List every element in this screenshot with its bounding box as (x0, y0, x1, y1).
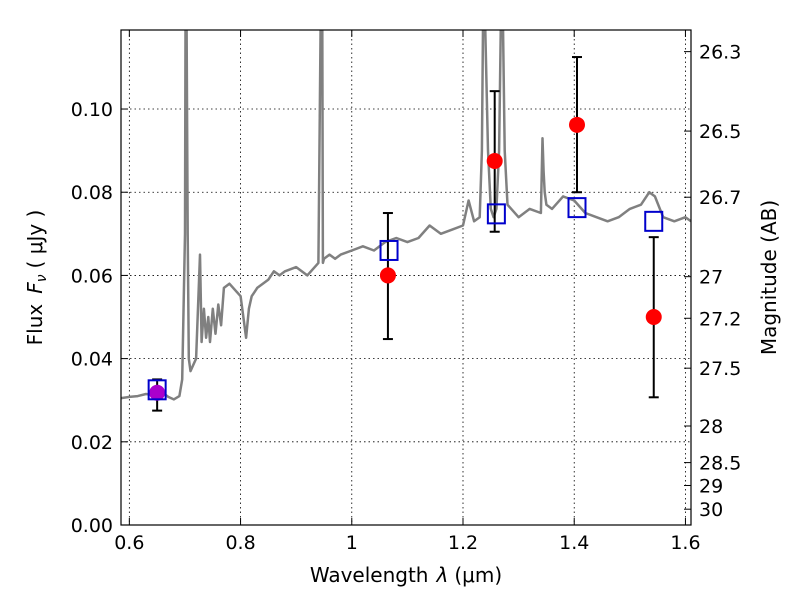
y2-tick-label: 28.5 (699, 453, 741, 475)
y-axis-label: FluxFν( μJy ) (23, 210, 50, 346)
y2-tick-label: 26.7 (699, 187, 741, 209)
grid (121, 30, 691, 525)
x-tick-label: 1.2 (448, 532, 478, 554)
data-point-observed (645, 309, 662, 326)
x-tick-label: 1 (346, 532, 358, 554)
data-point-observed (379, 267, 396, 284)
plot-area (121, 30, 691, 412)
model-photometry-square (379, 239, 399, 261)
y2-axis-label: Magnitude (AB) (757, 200, 781, 355)
plot-clipped (121, 30, 691, 412)
x-tick-label: 1.6 (670, 532, 700, 554)
model-photometry-square (567, 197, 587, 219)
x-tick-label: 0.6 (114, 532, 144, 554)
model-spectrum-line (121, 30, 691, 401)
ticks: 0.6 0.8 1 1.2 1.4 1.6 0.00 0.02 0.04 0.06 0.08 0.10… (71, 30, 741, 554)
y2-tick-label: 29 (699, 475, 723, 497)
y2-tick-label: 26.3 (699, 42, 741, 64)
model-photometry-square (644, 210, 664, 232)
data-point-observed (149, 384, 166, 401)
y2-tick-label: 26.5 (699, 121, 741, 143)
y-tick-label: 0.04 (71, 349, 113, 371)
y-tick-label: 0.08 (71, 182, 113, 204)
y2-tick-label: 30 (699, 499, 723, 521)
x-tick-label: 1.4 (559, 532, 589, 554)
y2-tick-label: 27.5 (699, 358, 741, 380)
x-axis-label: Wavelength λ (μm) (310, 563, 502, 587)
y2-tick-label: 27.2 (699, 308, 741, 330)
y2-tick-label: 27 (699, 267, 723, 289)
y2-tick-label: 28 (699, 416, 723, 438)
data-point-observed (486, 153, 503, 170)
y-tick-label: 0.02 (71, 432, 113, 454)
y-tick-label: 0.10 (71, 99, 113, 121)
model-photometry-square (486, 203, 506, 225)
plot-frame (120, 29, 692, 526)
model-photometry-square (147, 379, 167, 401)
data-point-observed (569, 116, 585, 133)
y-tick-label: 0.00 (71, 515, 113, 537)
y-tick-label: 0.06 (71, 265, 113, 287)
x-tick-label: 0.8 (225, 532, 255, 554)
